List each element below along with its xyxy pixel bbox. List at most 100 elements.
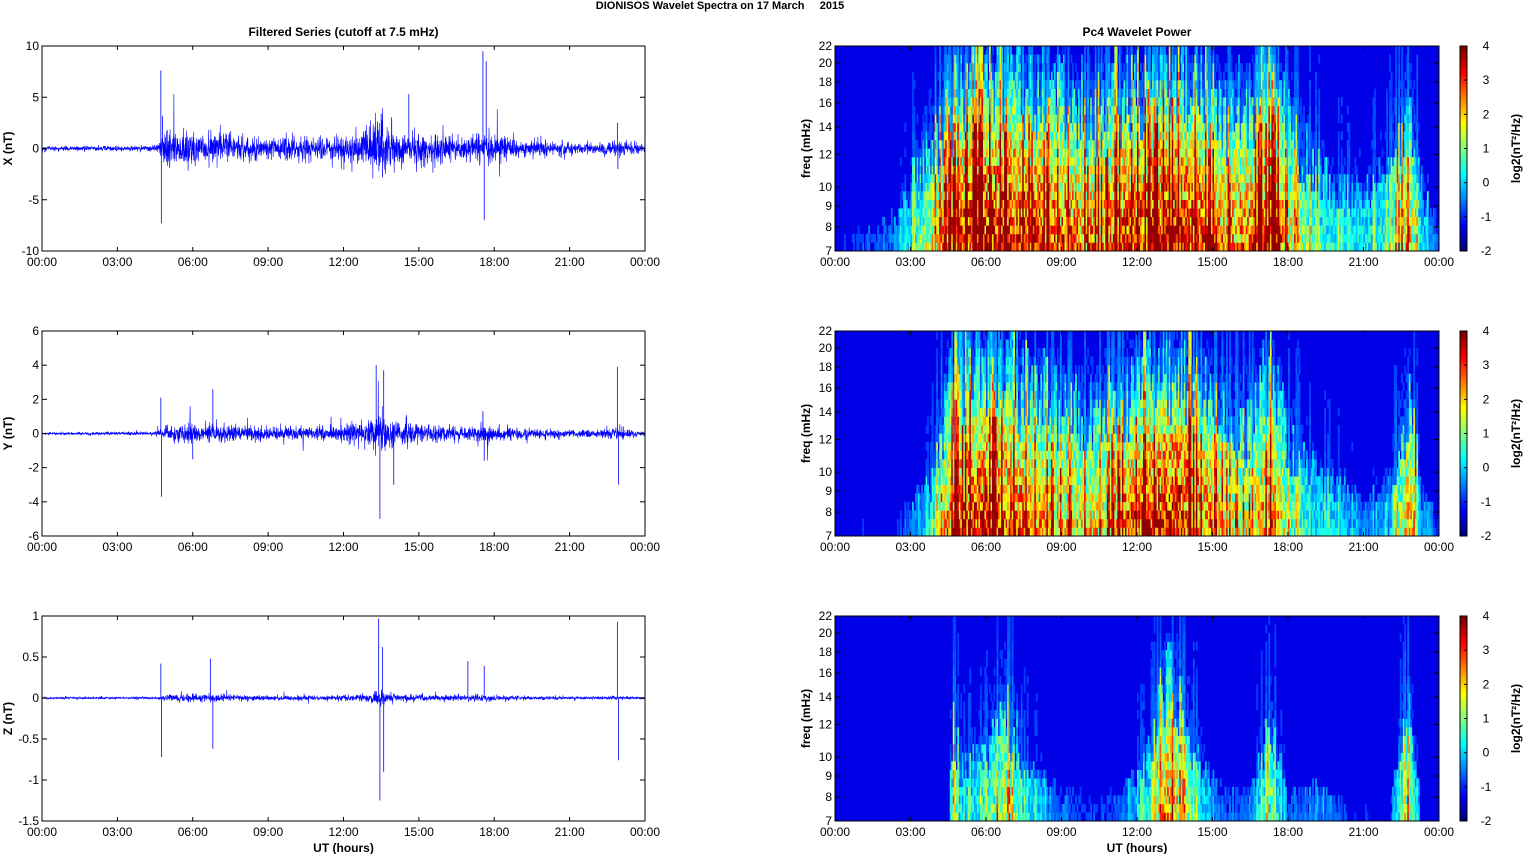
series-y-ytick-label: 0	[32, 427, 39, 441]
spectrum-x-power-cell	[950, 55, 952, 64]
spectrum-x-power-cell	[1232, 72, 1234, 81]
spectrum-x-power-cell	[1034, 72, 1036, 81]
spectrum-x-power-cell	[923, 140, 925, 149]
spectrum-x-power-cell	[914, 123, 916, 132]
spectrum-x-power-cell	[914, 157, 916, 166]
spectrum-x-power-cell	[885, 225, 887, 234]
series-z-xtick-label: 00:00	[630, 825, 660, 839]
spectrum-x-power-cell	[1214, 72, 1216, 81]
spectrum-x-power-cell	[877, 225, 879, 234]
spectrum-x-power-cell	[904, 123, 906, 132]
spectrum-x-power-cell	[1213, 63, 1215, 72]
spectrum-x-power-cell	[891, 217, 893, 226]
spectrum-x-power-cell	[1025, 72, 1027, 81]
series-x-xtick-label: 12:00	[328, 255, 358, 269]
series-z-xlabel: UT (hours)	[313, 841, 374, 854]
series-x-ytick-label: 10	[26, 39, 40, 53]
spectrum-x-power-cell	[935, 80, 937, 89]
spectrum-x-power-cell	[1131, 46, 1133, 55]
series-z-xtick-label: 15:00	[404, 825, 434, 839]
spectrum-x-power-cell	[917, 157, 919, 166]
spectrum-x-power-cell	[853, 234, 855, 243]
spectrum-x-power-cell	[935, 72, 937, 81]
spectrum-x-power-cell	[900, 157, 902, 166]
spectrum-x-power-cell	[935, 106, 937, 115]
spectrum-x-power-cell	[1119, 55, 1121, 64]
spectrum-x-power-cell	[1084, 55, 1086, 64]
spectrum-x-power-cell	[930, 89, 932, 98]
spectrum-x-power-cell	[939, 80, 941, 89]
series-z-ytick-label: -0.5	[18, 732, 39, 746]
spectrum-x-power-cell	[1216, 63, 1218, 72]
series-x-xtick-label: 00:00	[630, 255, 660, 269]
spectrum-x-power-cell	[1048, 55, 1050, 64]
spectrum-x-power-cell	[1197, 55, 1199, 64]
spectrum-x-power-cell	[907, 191, 909, 200]
spectrum-x-power-cell	[1137, 63, 1139, 72]
spectrum-x-power-cell	[1037, 89, 1039, 98]
spectrum-x-power-cell	[1202, 55, 1204, 64]
spectrum-x-power-cell	[1200, 72, 1202, 81]
spectrum-x-power-cell	[932, 123, 934, 132]
spectrum-x-power-cell	[1169, 46, 1171, 55]
series-x-ytick-label: 0	[32, 142, 39, 156]
spectrum-x-power-cell	[912, 97, 914, 106]
spectrum-x-power-cell	[1089, 89, 1091, 98]
series-x-xtick-label: 18:00	[479, 255, 509, 269]
spectrum-x-power-cell	[1058, 55, 1060, 64]
spectrum-x-power-cell	[1022, 55, 1024, 64]
spectrum-x-power-cell	[1068, 46, 1070, 55]
series-x-xtick-label: 06:00	[178, 255, 208, 269]
spectrum-x-power-cell	[891, 208, 893, 217]
spectrum-x-power-cell	[1072, 63, 1074, 72]
spectrum-x-power-cell	[1098, 80, 1100, 89]
series-z-xtick-label: 18:00	[479, 825, 509, 839]
spectrum-x-power-cell	[960, 72, 962, 81]
series-y-ytick-label: 2	[32, 392, 39, 406]
spectrum-x-power-cell	[1048, 72, 1050, 81]
series-x-title: Filtered Series (cutoff at 7.5 mHz)	[248, 25, 438, 39]
spectrum-x-power-cell	[1182, 63, 1184, 72]
figure-title: DIONISOS Wavelet Spectra on 17 March 201…	[596, 0, 844, 12]
spectrum-x-power-cell	[1019, 63, 1021, 72]
spectrum-x-power-cell	[935, 97, 937, 106]
spectrum-x-power-cell	[991, 55, 993, 64]
spectrum-x-power-cell	[930, 114, 932, 123]
spectrum-x-power-cell	[1209, 46, 1211, 55]
spectrum-x-power-cell	[1077, 72, 1079, 81]
spectrum-x-power-cell	[926, 123, 928, 132]
spectrum-x-power-cell	[914, 114, 916, 123]
spectrum-x-power-cell	[1188, 72, 1190, 81]
spectrum-x-power-cell	[1222, 89, 1224, 98]
series-z-xtick-label: 09:00	[253, 825, 283, 839]
spectrum-x-power-cell	[1025, 63, 1027, 72]
spectrum-x-power-cell	[1108, 55, 1110, 64]
spectrum-x-power-cell	[1068, 63, 1070, 72]
spectrum-x-power-cell	[1116, 80, 1118, 89]
spectrum-x-power-cell	[1213, 55, 1215, 64]
spectrum-x-power-cell	[1071, 55, 1073, 64]
spectrum-x-power-cell	[930, 131, 932, 140]
spectrum-x-power-cell	[926, 114, 928, 123]
spectrum-x-power-cell	[1213, 80, 1215, 89]
spectrum-x-power-cell	[1043, 63, 1045, 72]
spectrum-x-power-cell	[1188, 55, 1190, 64]
series-z-ylabel: Z (nT)	[1, 702, 15, 735]
series-y-xtick-label: 15:00	[404, 540, 434, 554]
spectrum-x-power-cell	[1098, 55, 1100, 64]
spectrum-x-power-cell	[914, 174, 916, 183]
spectrum-x-power-cell	[981, 46, 983, 55]
spectrum-panel-spectrum-x: 7891012141618202200:00 03:00 06:00 09:00 12:…	[799, 25, 1523, 269]
spectrum-x-power-cell	[1101, 72, 1103, 81]
spectrum-x-power-cell	[1081, 55, 1083, 64]
spectrum-x-power-cell	[1137, 72, 1139, 81]
spectrum-x-power-cell	[957, 46, 959, 55]
spectrum-x-power-cell	[935, 89, 937, 98]
spectrum-x-power-cell	[883, 234, 885, 243]
spectrum-x-power-cell	[920, 183, 922, 192]
spectrum-x-power-cell	[1051, 72, 1053, 81]
spectrum-x-power-cell	[914, 166, 916, 175]
spectrum-x-power-cell	[1126, 97, 1128, 106]
spectrum-x-power-cell	[1095, 63, 1097, 72]
